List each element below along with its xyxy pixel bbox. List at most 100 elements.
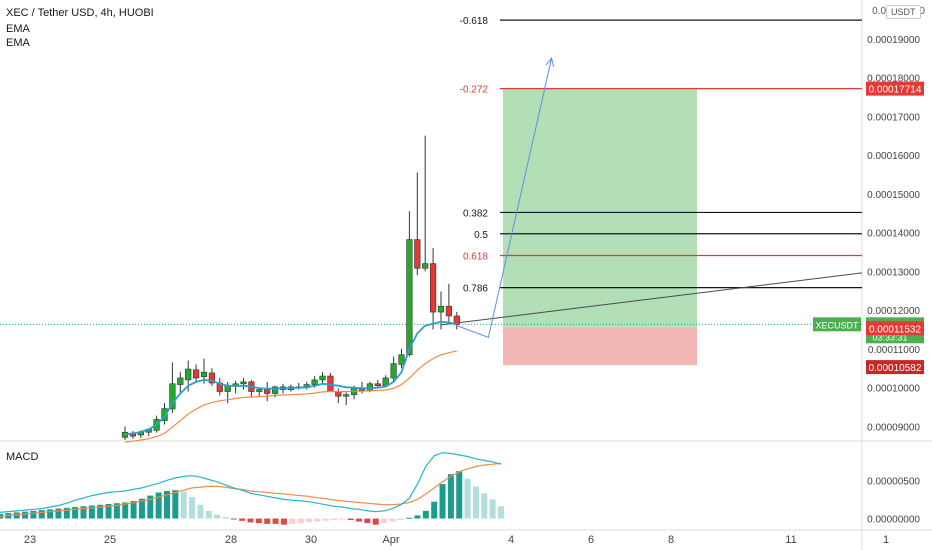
candle	[422, 135, 429, 272]
candle	[429, 248, 437, 330]
candle	[303, 381, 310, 390]
macd-histogram-bar	[239, 518, 246, 521]
profit-zone	[503, 88, 697, 328]
macd-histogram-bar	[130, 500, 137, 519]
take-profit-price-tag: 0.00017714	[869, 85, 922, 96]
macd-histogram-bar	[331, 518, 337, 521]
macd-histogram-bar	[38, 510, 45, 519]
macd-histogram-bar	[347, 518, 354, 521]
candle-body	[437, 305, 445, 313]
macd-histogram-bar	[314, 518, 321, 522]
candle	[390, 356, 397, 382]
candle-body	[414, 239, 421, 269]
candle-body	[240, 381, 247, 385]
candle-body	[256, 389, 263, 392]
macd-line	[0, 452, 502, 513]
candle	[240, 377, 247, 390]
macd-histogram-bar	[172, 490, 179, 519]
candle	[177, 372, 184, 394]
time-tick-label: 4	[508, 534, 514, 546]
candle	[193, 364, 200, 382]
macd-histogram-bar	[489, 499, 496, 519]
macd-histogram-bar	[305, 518, 312, 523]
macd-histogram-bar	[205, 510, 212, 519]
macd-histogram-bar	[414, 515, 421, 519]
loss-zone	[503, 327, 697, 366]
macd-histogram-bar	[22, 511, 29, 519]
macd-histogram-bar	[197, 504, 204, 519]
fib-level-label: -0.618	[460, 16, 489, 27]
macd-histogram-bar	[113, 503, 120, 519]
time-tick-label: 6	[588, 534, 594, 546]
macd-histogram-bar	[339, 518, 346, 520]
candle-body	[177, 377, 184, 385]
macd-histogram-bar	[247, 518, 254, 523]
candle-body	[208, 372, 216, 384]
macd-histogram-bar	[356, 518, 363, 522]
time-tick-label: 25	[104, 534, 116, 546]
macd-histogram-bar	[80, 506, 87, 519]
candle-body	[185, 368, 192, 381]
candle	[216, 377, 223, 396]
time-tick-label: 23	[24, 534, 36, 546]
price-tick-label: 0.00019000	[867, 35, 920, 46]
projection-path	[456, 57, 553, 338]
macd-histogram-bar	[297, 518, 304, 524]
candle	[327, 372, 334, 392]
price-tick-label: 0.00013000	[867, 267, 920, 278]
candle	[406, 211, 413, 357]
candle-body	[374, 383, 381, 387]
candle-body	[406, 239, 413, 356]
candle-body	[445, 305, 453, 317]
macd-histogram-bar	[447, 474, 454, 519]
stop-price-tag-2-bg	[866, 360, 924, 375]
macd-histogram-bar	[147, 495, 154, 519]
trend-line	[440, 272, 863, 326]
candle-body	[271, 386, 279, 394]
candle	[398, 348, 405, 369]
macd-histogram-bar	[122, 502, 129, 519]
candle-body	[311, 379, 318, 385]
candle-body	[264, 389, 271, 394]
price-tick-label: 0.00015000	[867, 190, 920, 201]
ema-slow-line	[124, 350, 457, 443]
candle	[256, 387, 263, 397]
projection-arrowhead	[545, 57, 555, 68]
candle-body	[161, 408, 168, 421]
macd-signal-line	[0, 462, 502, 517]
macd-histogram-bar	[255, 518, 262, 524]
candle-body	[169, 383, 176, 410]
candle-body	[390, 363, 397, 379]
price-tick-label: 0.00011000	[868, 345, 921, 356]
stop-price-tag-1: 0.00011532	[869, 324, 922, 335]
price-tick-label: 0.00009000	[867, 422, 920, 433]
candle	[445, 283, 453, 322]
currency-button[interactable]: USDT	[886, 5, 921, 19]
candle	[248, 379, 255, 398]
macd-histogram-bar	[431, 501, 438, 519]
macd-histogram-bar	[272, 518, 279, 524]
macd-histogram-bar	[55, 508, 62, 519]
macd-histogram-bar	[422, 510, 429, 519]
fib-level-label: 0.786	[463, 284, 488, 295]
symbol-tag-bg	[813, 317, 861, 332]
symbol-tag: XECUSDT	[815, 320, 859, 330]
fib-level-label: 0.618	[463, 251, 488, 262]
macd-tick-label: 0.00000500	[867, 476, 920, 487]
macd-histogram-bar	[389, 518, 396, 522]
candle	[208, 368, 216, 386]
ema-legend-2: EMA	[6, 37, 30, 49]
candle	[232, 380, 239, 394]
macd-histogram-bar	[47, 509, 54, 519]
time-tick-label: 1	[883, 534, 889, 546]
macd-histogram-bar	[180, 491, 187, 519]
ema-legend-1: EMA	[6, 23, 30, 35]
macd-histogram-bar	[13, 512, 20, 519]
candle-body	[343, 394, 350, 397]
time-tick-label: 11	[785, 534, 796, 546]
macd-histogram-bar	[164, 490, 170, 519]
time-tick-label: 30	[305, 534, 317, 546]
fib-level-label: 0.382	[463, 208, 488, 219]
macd-histogram-bar	[481, 493, 488, 519]
